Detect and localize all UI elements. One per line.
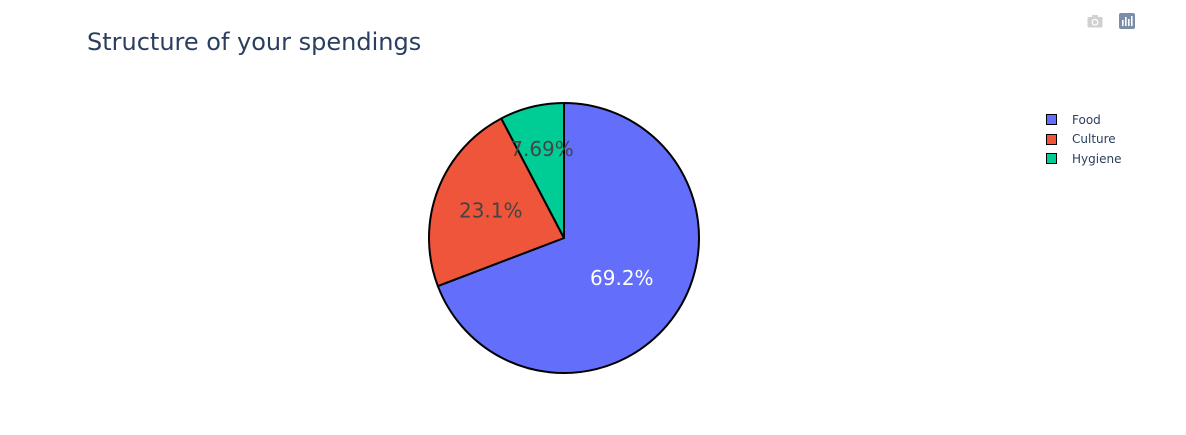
pie-slices: [428, 102, 700, 374]
legend-label-hygiene: Hygiene: [1072, 151, 1122, 166]
legend-item-food[interactable]: Food: [1046, 110, 1121, 130]
legend-swatch-culture: [1046, 133, 1057, 145]
chart-title: Structure of your spendings: [87, 28, 422, 56]
plotly-logo-button[interactable]: [1118, 12, 1136, 30]
modebar: [1086, 12, 1136, 30]
legend-item-hygiene[interactable]: Hygiene: [1046, 149, 1121, 169]
camera-icon: [1087, 15, 1103, 28]
slice-label-food: 69.2%: [590, 266, 654, 290]
pie-slice-hygiene[interactable]: [500, 102, 565, 239]
legend-swatch-food: [1046, 114, 1057, 126]
pie-slice-food[interactable]: [436, 102, 700, 374]
slice-label-hygiene: 7.69%: [510, 137, 574, 161]
legend: Food Culture Hygiene: [1046, 110, 1121, 169]
legend-item-culture[interactable]: Culture: [1046, 130, 1121, 150]
legend-label-food: Food: [1072, 112, 1101, 127]
slice-label-culture: 23.1%: [459, 198, 523, 222]
pie-slice-labels: 69.2% 23.1% 7.69%: [459, 137, 654, 290]
pie-slice-culture[interactable]: [428, 117, 565, 288]
legend-label-culture: Culture: [1072, 132, 1116, 147]
download-plot-button[interactable]: [1086, 12, 1104, 30]
plotly-logo-icon: [1119, 13, 1135, 29]
legend-swatch-hygiene: [1046, 153, 1057, 165]
